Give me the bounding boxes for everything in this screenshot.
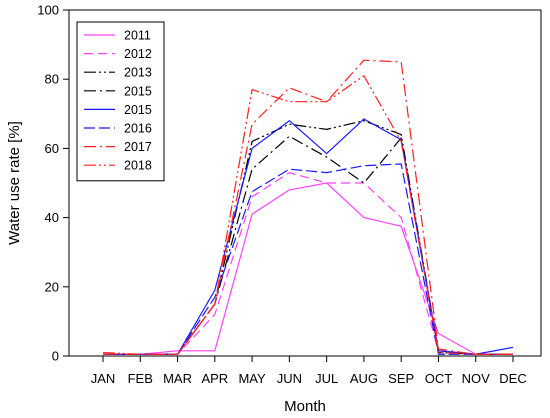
x-tick-label: OCT (425, 371, 453, 386)
legend-label: 2011 (124, 29, 151, 43)
y-tick-label: 20 (45, 279, 59, 294)
x-tick-label: JUN (277, 371, 302, 386)
y-axis: 0 20 40 60 80 100 (37, 3, 69, 364)
series-line-7 (103, 59, 513, 355)
series-line-1 (103, 182, 513, 355)
y-tick-label: 60 (45, 141, 59, 156)
legend-label: 2012 (124, 47, 152, 61)
y-tick-label: 0 (52, 349, 59, 364)
x-tick-label: DEC (499, 371, 526, 386)
x-tick-label: MAY (238, 371, 266, 386)
legend-box (76, 21, 165, 182)
x-tick-label: NOV (462, 371, 491, 386)
x-tick-label: JAN (91, 371, 116, 386)
x-tick-label: MAR (163, 371, 192, 386)
plot-area-border (68, 9, 542, 357)
x-tick-label: FEB (128, 371, 153, 386)
x-axis-title: Month (284, 398, 326, 415)
series-line-6 (103, 163, 513, 355)
y-axis-title: Water use rate [%] (6, 121, 23, 245)
x-tick-label: SEP (388, 371, 414, 386)
y-tick-label: 80 (45, 72, 59, 87)
series-line-2 (103, 172, 513, 355)
legend-label: 2017 (124, 140, 152, 154)
x-tick-label: APR (201, 371, 228, 386)
legend-label: 2015 (124, 103, 152, 117)
y-tick-label: 100 (37, 3, 59, 18)
legend-label: 2015 (124, 84, 152, 98)
legend-label: 2018 (124, 159, 152, 173)
x-tick-label: JUL (315, 371, 338, 386)
x-axis: JAN FEB MAR APR MAY JUN JUL AUG SEP OCT NOV DEC (91, 356, 527, 386)
x-tick-label: AUG (350, 371, 378, 386)
legend-label: 2016 (124, 122, 152, 136)
legend-label: 2013 (124, 66, 152, 80)
legend: 2011 2012 2013 2015 2015 2016 2017 2018 (76, 21, 165, 182)
plot-frame (68, 9, 542, 357)
y-tick-label: 40 (45, 210, 59, 225)
series-group (102, 59, 514, 355)
